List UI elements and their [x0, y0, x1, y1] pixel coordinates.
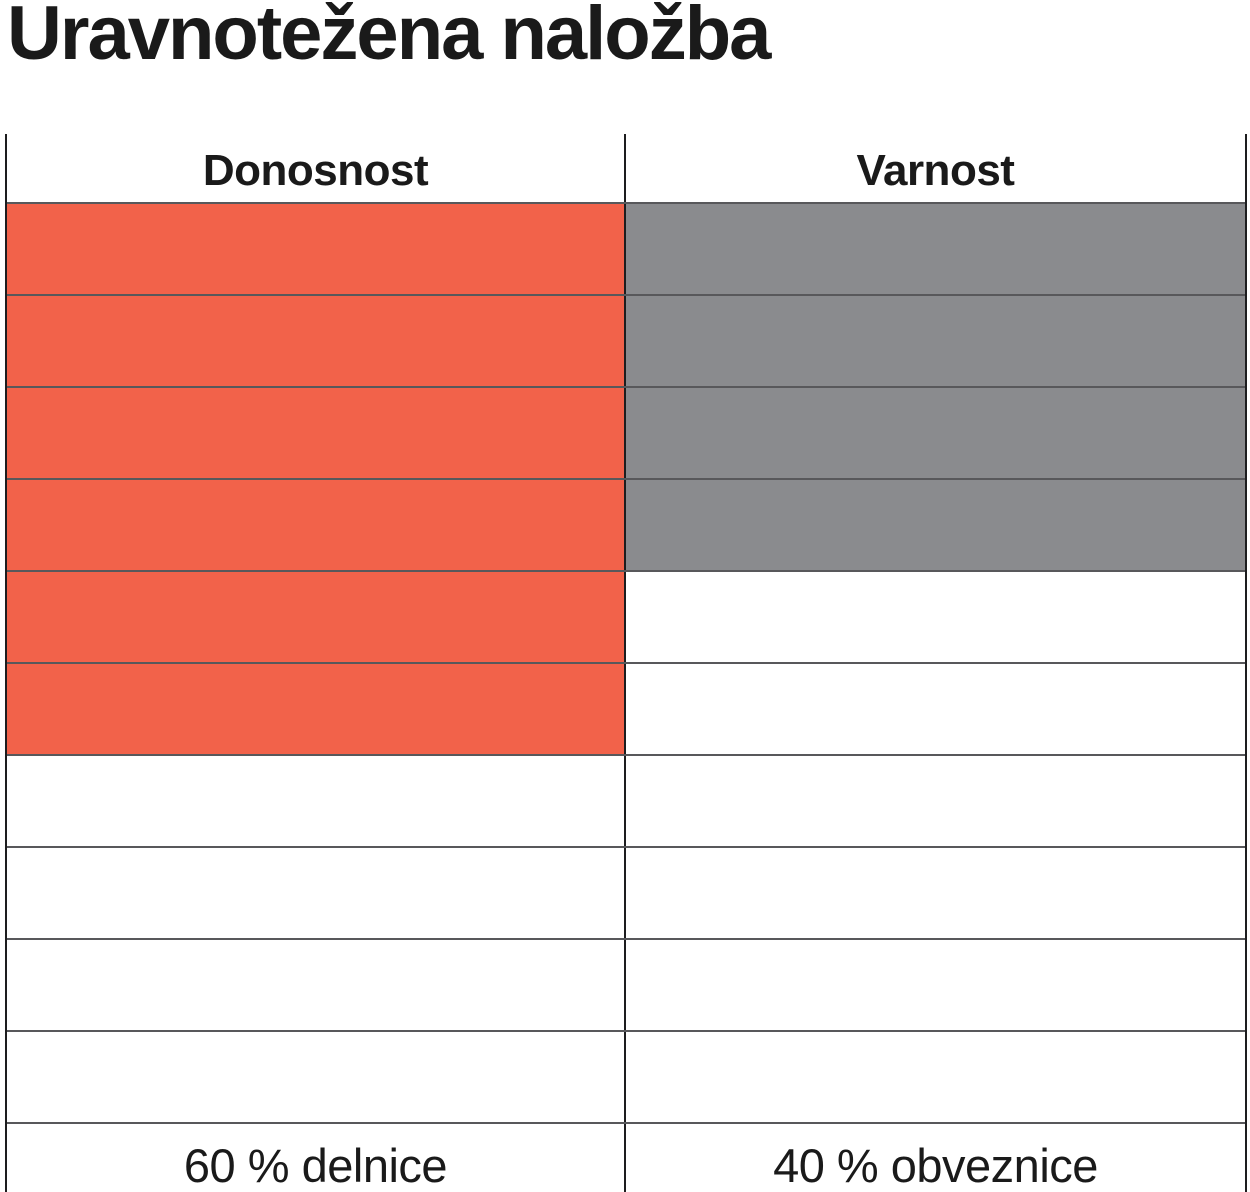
table-row — [7, 846, 1245, 938]
empty-cell — [7, 848, 626, 938]
column-header-donosnost: Donosnost — [7, 134, 626, 202]
table-row — [7, 386, 1245, 478]
table-row — [7, 938, 1245, 1030]
stocks-filled-cell — [7, 296, 626, 386]
page-title: Uravnotežena naložba — [7, 0, 771, 76]
bonds-filled-cell — [626, 204, 1245, 294]
empty-cell — [626, 572, 1245, 662]
column-header-varnost: Varnost — [856, 146, 1015, 195]
bonds-filled-cell — [626, 388, 1245, 478]
stocks-filled-cell — [7, 388, 626, 478]
table-row — [7, 1030, 1245, 1122]
label-obveznice: 40 % obveznice — [773, 1138, 1098, 1192]
stocks-filled-cell — [7, 204, 626, 294]
stocks-filled-cell — [7, 480, 626, 570]
empty-cell — [626, 940, 1245, 1030]
empty-cell — [7, 756, 626, 846]
empty-cell — [7, 1032, 626, 1122]
label-delnice: 60 % delnice — [7, 1124, 626, 1192]
table-row — [7, 294, 1245, 386]
table-body — [7, 202, 1245, 1122]
table-row — [7, 478, 1245, 570]
bonds-filled-cell — [626, 480, 1245, 570]
table-row — [7, 754, 1245, 846]
stocks-filled-cell — [7, 664, 626, 754]
stocks-filled-cell — [7, 572, 626, 662]
empty-cell — [626, 1032, 1245, 1122]
allocation-table: Donosnost Varnost 60 % delnice 40 % obve… — [5, 134, 1247, 1192]
table-footer-row: 60 % delnice 40 % obveznice — [7, 1122, 1245, 1192]
empty-cell — [7, 940, 626, 1030]
empty-cell — [626, 756, 1245, 846]
bonds-filled-cell — [626, 296, 1245, 386]
table-row — [7, 202, 1245, 294]
table-row — [7, 570, 1245, 662]
empty-cell — [626, 664, 1245, 754]
table-header-row: Donosnost Varnost — [7, 134, 1245, 202]
table-row — [7, 662, 1245, 754]
empty-cell — [626, 848, 1245, 938]
